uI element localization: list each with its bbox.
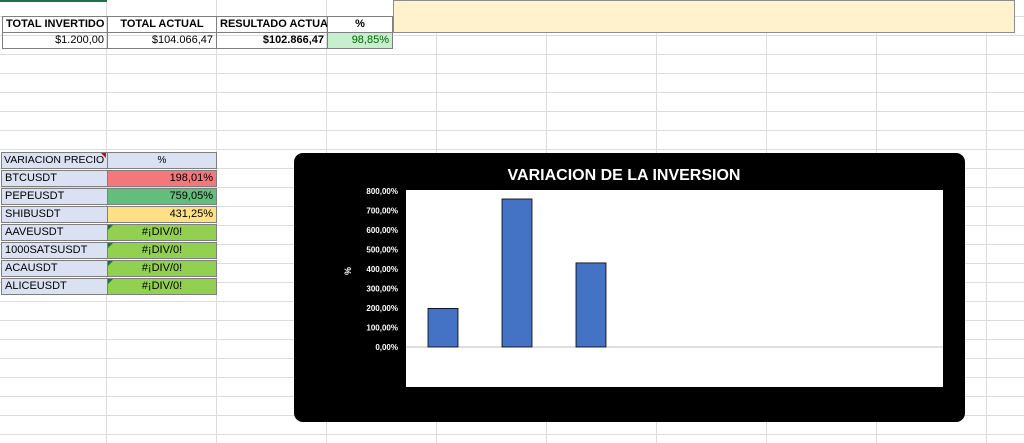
y-tick-label: 0,00% [375, 343, 398, 352]
value-percent[interactable]: 98,85% [327, 32, 393, 49]
x-tick-label: AAVEUSDT [643, 352, 687, 361]
chart-title: VARIACION DE LA INVERSION [508, 167, 741, 184]
x-tick-label: 1000SATSUSDT [709, 352, 769, 361]
x-tick-label: SHIBUSDT [571, 352, 612, 361]
y-tick-label: 800,00% [366, 187, 398, 196]
y-tick-label: 100,00% [366, 324, 398, 333]
y-tick-label: 300,00% [366, 285, 398, 294]
header-variacion-percent[interactable]: % [107, 152, 217, 169]
variation-value-1000satsusdt[interactable]: #¡DIV/0! [107, 242, 217, 259]
variation-asset-aliceusdt[interactable]: ALICEUSDT [1, 278, 108, 295]
variation-asset-btcusdt[interactable]: BTCUSDT [1, 170, 108, 187]
variation-value-btcusdt[interactable]: 198,01% [107, 170, 217, 187]
x-tick-label: BTCUSDT [424, 352, 462, 361]
variation-value-aaveusdt[interactable]: #¡DIV/0! [107, 224, 217, 241]
error-indicator-icon [108, 225, 113, 230]
comment-indicator-icon [101, 153, 106, 158]
variation-value-pepeusdt[interactable]: 759,05% [107, 188, 217, 205]
y-tick-label: 500,00% [366, 246, 398, 255]
y-tick-label: 700,00% [366, 207, 398, 216]
error-indicator-icon [108, 243, 113, 248]
bar-btcusdt[interactable] [427, 307, 459, 348]
value-total-invertido[interactable]: $1.200,00 [2, 32, 108, 49]
header-variacion-precio[interactable]: VARIACION PRECIO [1, 152, 108, 169]
x-tick-label: PEPEUSDT [495, 352, 538, 361]
error-indicator-icon [108, 279, 113, 284]
variation-value-acausdt[interactable]: #¡DIV/0! [107, 260, 217, 277]
note-banner[interactable] [393, 0, 1015, 33]
y-axis-label: % [343, 267, 353, 275]
x-axis-label: ACTIVOS [641, 374, 677, 383]
variation-value-shibusdt[interactable]: 431,25% [107, 206, 217, 223]
variation-chart[interactable]: VARIACION DE LA INVERSION % ACTIVOS 0,00… [294, 153, 965, 422]
error-indicator-icon [108, 261, 113, 266]
x-tick-label: ALICEUSDT [864, 352, 910, 361]
variation-asset-pepeusdt[interactable]: PEPEUSDT [1, 188, 108, 205]
active-cell-indicator [0, 0, 107, 2]
chart-svg: VARIACION DE LA INVERSION % ACTIVOS 0,00… [343, 167, 943, 387]
variation-asset-aaveusdt[interactable]: AAVEUSDT [1, 224, 108, 241]
variation-asset-shibusdt[interactable]: SHIBUSDT [1, 206, 108, 223]
header-total-invertido[interactable]: TOTAL INVERTIDO [2, 16, 108, 33]
variation-asset-acausdt[interactable]: ACAUSDT [1, 260, 108, 277]
y-tick-label: 200,00% [366, 304, 398, 313]
y-tick-label: 600,00% [366, 226, 398, 235]
header-percent[interactable]: % [327, 16, 393, 33]
plot-area [406, 190, 943, 387]
value-total-actual[interactable]: $104.066,47 [107, 32, 217, 49]
bar-pepeusdt[interactable] [501, 198, 533, 348]
variation-value-aliceusdt[interactable]: #¡DIV/0! [107, 278, 217, 295]
y-tick-label: 400,00% [366, 265, 398, 274]
header-total-actual[interactable]: TOTAL ACTUAL [107, 16, 217, 33]
x-tick-label: ACAUSDT [793, 352, 832, 361]
variation-asset-1000satsusdt[interactable]: 1000SATSUSDT [1, 242, 108, 259]
bar-shibusdt[interactable] [575, 262, 607, 348]
value-resultado-actual[interactable]: $102.866,47 [216, 32, 328, 49]
header-resultado-actual[interactable]: RESULTADO ACTUAL [216, 16, 328, 33]
